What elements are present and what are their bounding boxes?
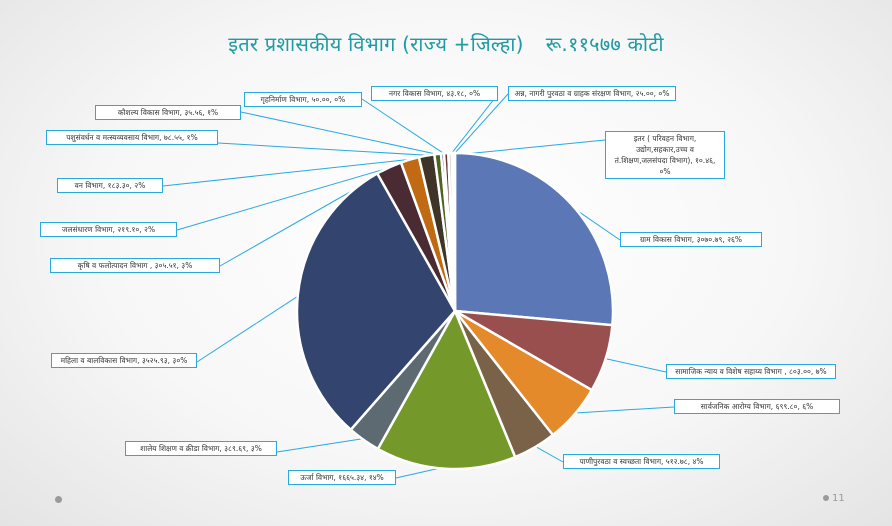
title-main: इतर प्रशासकीय विभाग (राज्य +जिल्हा)	[228, 32, 524, 56]
slice-label: जलसंधारण विभाग, २१९.१०, २%	[40, 222, 177, 237]
pie-slice	[452, 151, 457, 312]
slice-label: गृहनिर्माण विभाग, ५०.००, ०%	[244, 92, 362, 107]
leader-line	[533, 445, 564, 463]
slice-label: सामाजिक न्याय व विशेष सहाय्य विभाग , ८०३…	[666, 364, 836, 379]
title-total: रू.११५७७ कोटी	[545, 32, 664, 56]
slice-label: इतर ( परिवहन विभाग, उद्योग,सहकार,उच्च व …	[605, 131, 725, 179]
slice-label: कौशल्य विकास विभाग, ३५.५६, १%	[95, 105, 241, 120]
slice-label: सार्वजनिक आरोग्य विभाग, ६९९.८०, ६%	[674, 399, 840, 414]
slice-label: अन्न, नागरी पुरवठा व ग्राहक संरक्षण विभा…	[508, 86, 676, 101]
pie-slice	[376, 308, 517, 471]
leader-line	[217, 142, 438, 157]
pie-slice	[295, 171, 457, 432]
slice-label: ग्राम विकास विभाग, ३०७०.७९, २६%	[620, 232, 762, 247]
page-number: 11	[823, 493, 845, 504]
page-number-text: 11	[832, 493, 845, 504]
leader-line	[572, 406, 675, 414]
slice-label: वन विभाग, १८३.३०, २%	[57, 178, 163, 193]
leader-line	[449, 93, 499, 156]
leader-line	[176, 161, 411, 231]
slice-label: शालेय शिक्षण व क्रीडा विभाग, ३८९.६९, ३%	[125, 441, 277, 456]
leader-line	[240, 111, 443, 156]
leader-line	[196, 294, 301, 363]
leader-line	[162, 157, 427, 187]
pie-slices	[295, 151, 615, 471]
slice-label: नगर विकास विभाग, ४३.१८, ०%	[371, 86, 498, 101]
slice-label: महिला व बालविकास विभाग, ३५२५.९३, ३०%	[51, 353, 197, 368]
pie-slice	[453, 151, 615, 327]
leader-line	[603, 357, 667, 373]
leader-line	[452, 93, 509, 156]
leader-line	[276, 437, 366, 453]
chart-title: इतर प्रशासकीय विभाग (राज्य +जिल्हा) रू.११…	[0, 30, 892, 57]
leader-line	[361, 98, 447, 156]
slice-label: कृषि व फलोत्पादन विभाग , ३०५.५१, ३%	[50, 258, 220, 273]
slice-label: ऊर्जा विभाग, १६६५.३४, १४%	[288, 470, 396, 485]
slide-bullet-dot	[55, 496, 62, 503]
slice-label: पाणीपुरवठा व स्वच्छता विभाग, ५१२.७८, ४%	[563, 454, 720, 469]
leader-line	[454, 139, 606, 156]
slice-label: पशुसंवर्धन व मत्स्यव्यवसाय विभाग, ७८.५५,…	[46, 130, 218, 145]
